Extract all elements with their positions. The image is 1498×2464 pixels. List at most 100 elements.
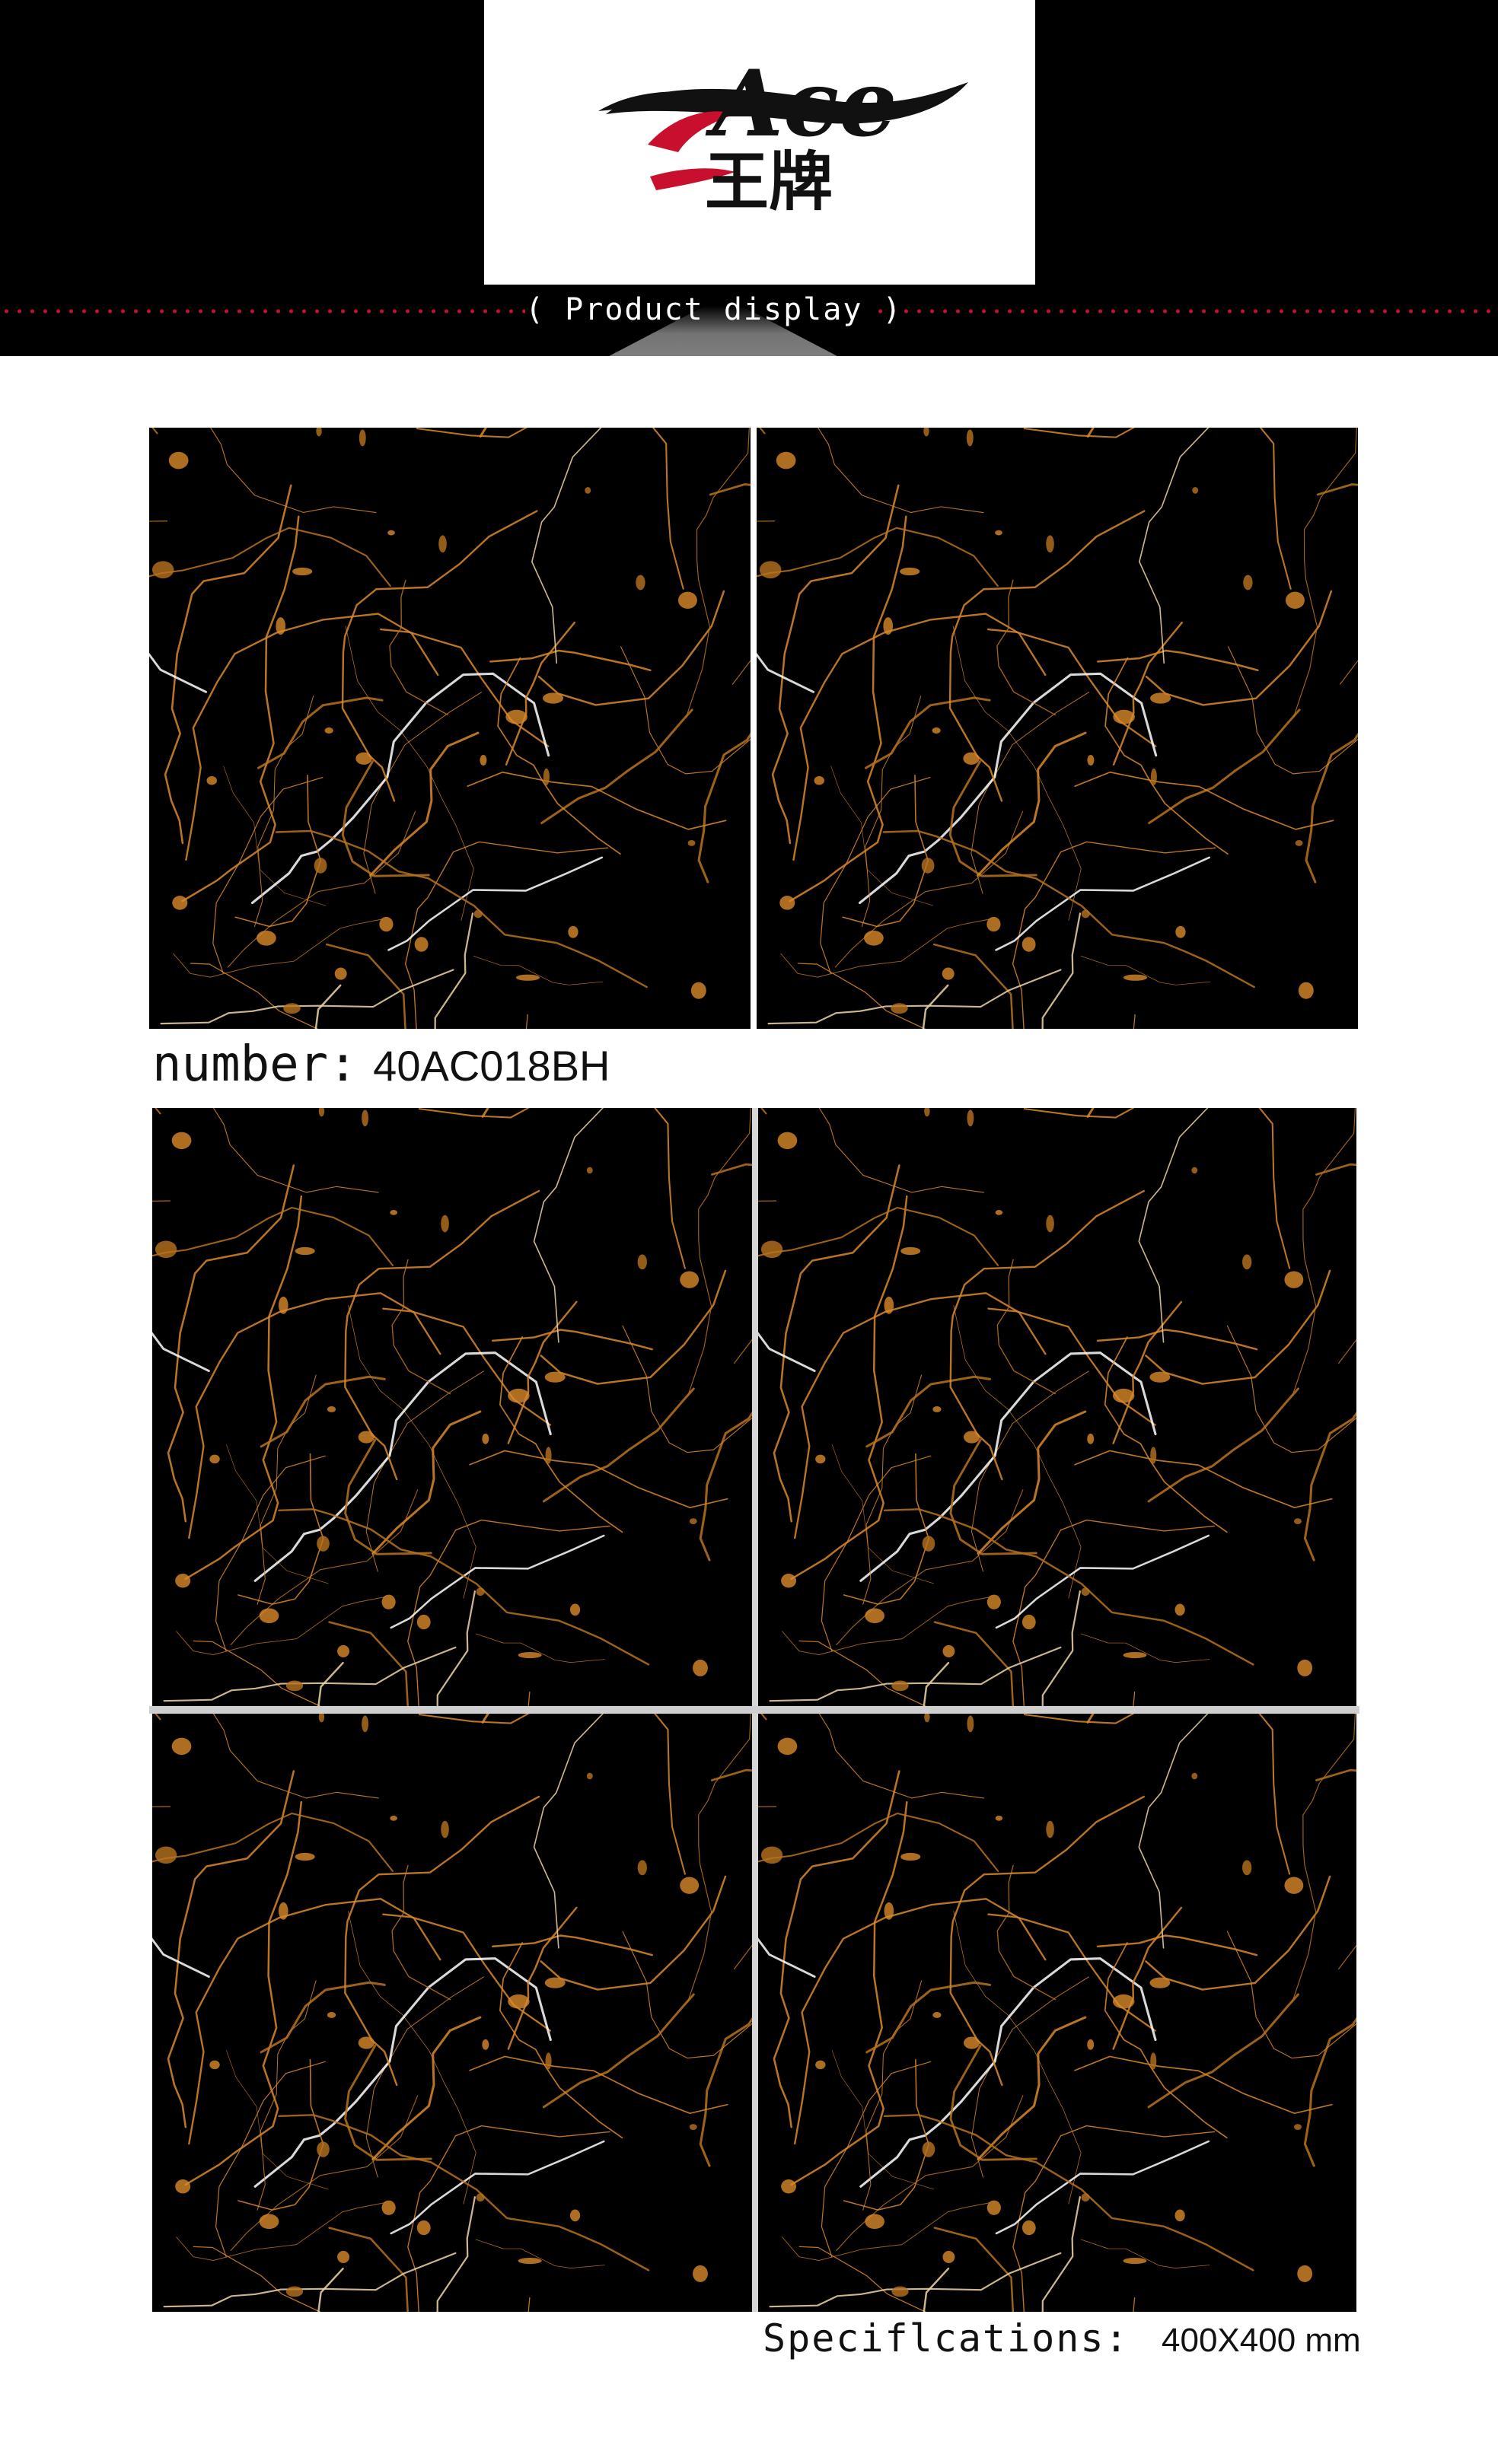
marble-vein (223, 766, 327, 906)
marble-fleck (295, 1852, 315, 1861)
marble-vein (1315, 1163, 1356, 1176)
product-number: number: 40AC018BH (152, 1036, 610, 1093)
marble-vein (987, 1307, 1156, 1426)
marble-vein (491, 1934, 653, 1956)
marble-vein (1023, 1714, 1291, 1875)
marble-vein (710, 1163, 752, 1176)
marble-vein (257, 696, 384, 769)
marble-vein (260, 1981, 386, 2054)
marble-fleck (569, 2209, 581, 2222)
marble-fleck (986, 916, 1001, 932)
marble-vein (758, 1937, 816, 1979)
brand-logo: Ace 王牌 (484, 0, 1035, 285)
marble-fleck (760, 1240, 783, 1259)
marble-vein (798, 2246, 1136, 2312)
marble-vein (1080, 956, 1211, 985)
marble-vein (883, 1508, 1254, 1666)
marble-vein (152, 1812, 394, 1872)
marble-vein (836, 2095, 1024, 2252)
marble-fleck (318, 1714, 325, 1723)
grout-line-horizontal (149, 1706, 1359, 1714)
marble-vein (1096, 1329, 1258, 1351)
marble-vein (365, 1370, 484, 1572)
marble-vein (390, 2140, 605, 2235)
marble-vein (862, 1980, 923, 2211)
marble-fleck (1191, 1772, 1198, 1780)
marble-vein (491, 1329, 653, 1351)
marble-fleck (963, 752, 980, 765)
marble-fleck (569, 1603, 581, 1616)
marble-fleck (1022, 2220, 1036, 2236)
marble-fleck (175, 2179, 191, 2194)
marble-vein (260, 1375, 386, 1448)
marble-fleck (544, 1371, 566, 1383)
marble-vein (818, 1714, 985, 1799)
marble-fleck (942, 2250, 955, 2263)
marble-fleck (690, 982, 706, 999)
marble-fleck (171, 1132, 192, 1150)
marble-fleck (1046, 1214, 1054, 1233)
marble-fleck (891, 1003, 908, 1014)
marble-fleck (1087, 1433, 1095, 1444)
marble-vein (699, 1411, 752, 1561)
marble-texture (149, 428, 751, 1029)
marble-vein (164, 484, 292, 845)
marble-vein (995, 2140, 1210, 2235)
marble-vein (237, 2058, 324, 2211)
marble-vein (1138, 1714, 1209, 1949)
marble-vein (932, 943, 1014, 1029)
marble-vein (622, 1931, 752, 2059)
marble-fleck (259, 2214, 279, 2230)
marble-fleck (693, 2265, 708, 2282)
marble-fleck (515, 974, 540, 981)
marble-vein (391, 1864, 451, 2001)
marble-fleck (689, 1518, 697, 1525)
marble-fleck (815, 2060, 826, 2070)
marble-fleck (317, 2141, 330, 2157)
marble-fleck (295, 1246, 315, 1256)
marble-vein (995, 1534, 1210, 1629)
marble-fleck (1285, 591, 1305, 610)
marble-fleck (390, 1816, 397, 1821)
marble-fleck (482, 2039, 489, 2050)
marble-fleck (438, 535, 447, 553)
marble-fleck (760, 1846, 783, 1864)
marble-fleck (168, 451, 189, 470)
marble-vein (843, 2058, 929, 2211)
ace-logo-image: Ace 王牌 (598, 50, 968, 219)
marble-vein (188, 1898, 441, 2145)
marble-fleck (966, 429, 974, 447)
marble-vein (769, 2252, 1062, 2308)
marble-fleck (776, 451, 796, 470)
marble-fleck (680, 1271, 700, 1288)
marble-fleck (1150, 1447, 1157, 1464)
marble-vein (977, 2016, 1087, 2161)
svg-text:Ace: Ace (705, 50, 897, 158)
marble-vein (257, 1374, 317, 1605)
marble-fleck (358, 1431, 374, 1444)
marble-vein (699, 2017, 752, 2167)
marble-fleck (891, 1680, 909, 1692)
marble-vein (226, 1444, 329, 1584)
marble-vein (1292, 1714, 1356, 2002)
marble-fleck (441, 1214, 449, 1233)
marble-fleck (317, 1536, 330, 1552)
marble-vein (709, 483, 751, 496)
marble-vein (1228, 646, 1358, 775)
marble-fleck (586, 1772, 593, 1780)
number-value: 40AC018BH (373, 1042, 610, 1090)
marble-fleck (1081, 909, 1090, 918)
marble-fleck (285, 1680, 304, 1692)
marble-vein (1292, 428, 1357, 718)
marble-fleck (1242, 1860, 1252, 1876)
marble-fleck (518, 1651, 542, 1659)
marble-vein (275, 829, 648, 988)
marble-fleck (677, 591, 697, 610)
marble-fleck (900, 1246, 921, 1256)
marble-fleck (693, 1659, 708, 1676)
dotted-divider-right (874, 309, 1498, 314)
marble-fleck (390, 1210, 397, 1215)
marble-vein (1080, 2239, 1210, 2268)
marble-fleck (155, 1240, 177, 1259)
marble-fleck (986, 1594, 1001, 1609)
